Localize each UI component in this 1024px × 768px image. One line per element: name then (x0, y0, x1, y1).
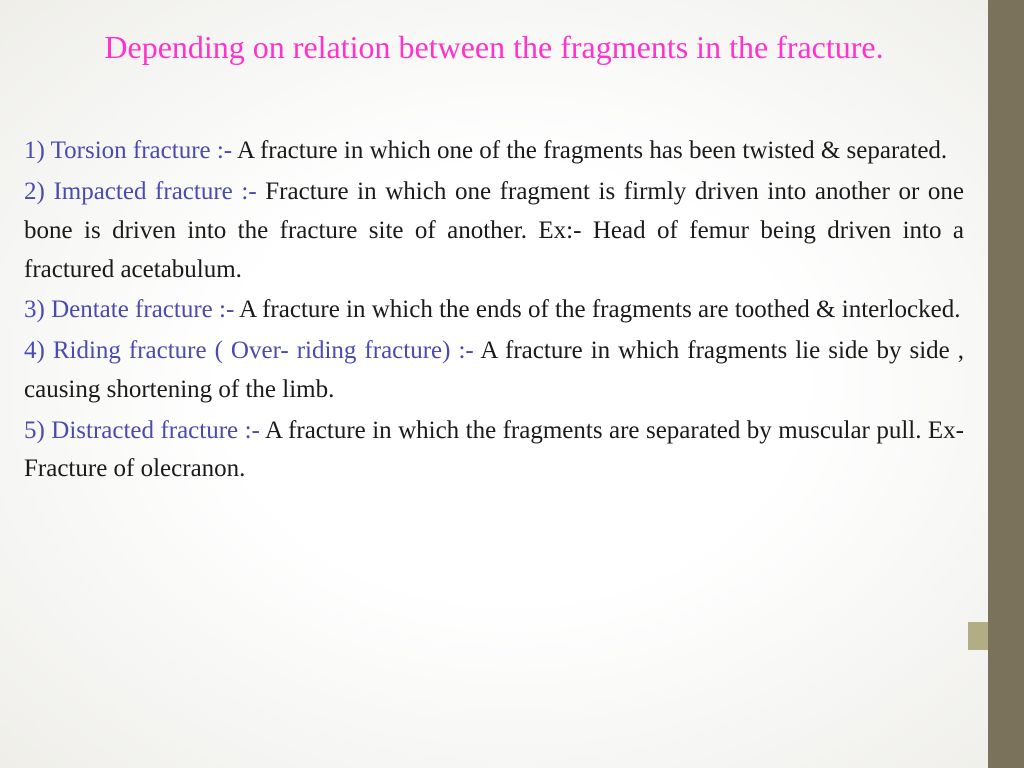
item-label: 1) Torsion fracture :- (24, 137, 237, 164)
item-label: 3) Dentate fracture :- (24, 296, 239, 323)
sidebar-accent-dark (988, 0, 1024, 768)
slide-content: Depending on relation between the fragme… (24, 24, 964, 491)
list-item: 2) Impacted fracture :- Fracture in whic… (24, 173, 964, 289)
slide-body: 1) Torsion fracture :- A fracture in whi… (24, 132, 964, 489)
list-item: 4) Riding fracture ( Over- riding fractu… (24, 332, 964, 410)
item-label: 4) Riding fracture ( Over- riding fractu… (24, 337, 480, 364)
list-item: 3) Dentate fracture :- A fracture in whi… (24, 291, 964, 330)
list-item: 1) Torsion fracture :- A fracture in whi… (24, 132, 964, 171)
list-item: 5) Distracted fracture :- A fracture in … (24, 412, 964, 490)
item-label: 5) Distracted fracture :- (24, 417, 265, 444)
item-text: A fracture in which the ends of the frag… (239, 296, 960, 323)
item-text: A fracture in which one of the fragments… (237, 137, 947, 164)
slide-title: Depending on relation between the fragme… (24, 24, 964, 70)
item-label: 2) Impacted fracture :- (24, 178, 265, 205)
